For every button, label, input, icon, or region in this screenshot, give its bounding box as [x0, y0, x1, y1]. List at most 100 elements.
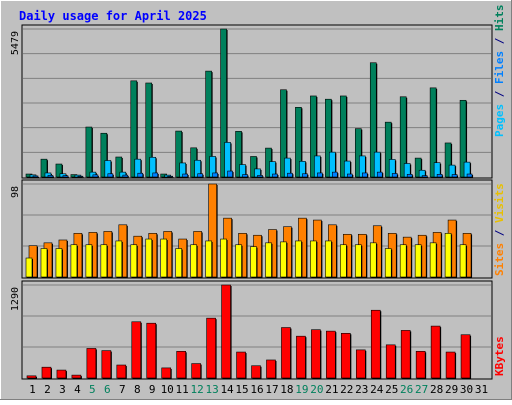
bar-sites-day-17	[265, 242, 272, 278]
bar-hits-day-3	[55, 163, 63, 178]
bar-pages-day-6	[107, 173, 114, 178]
bar-pages-day-9	[152, 172, 159, 178]
bar-pages-day-22	[347, 173, 353, 178]
bar-pages-day-16	[257, 175, 263, 178]
bar-hits-day-16	[250, 156, 257, 178]
x-tick-label: 11	[176, 383, 189, 396]
bar-hits-day-15	[235, 131, 242, 178]
bar-hits-day-6	[100, 132, 108, 178]
bar-sites-day-8	[130, 244, 138, 278]
bar-hits-day-5	[85, 126, 93, 178]
bar-pages-day-21	[332, 171, 338, 178]
bar-sites-day-2	[40, 248, 48, 278]
bar-kbytes-day-23	[355, 349, 366, 379]
x-tick-label: 17	[265, 383, 278, 396]
bar-kbytes-day-13	[206, 317, 216, 379]
chart-title: Daily usage for April 2025	[19, 9, 207, 23]
bar-sites-day-27	[414, 244, 422, 278]
x-tick-label: 21	[325, 383, 338, 396]
bar-hits-day-7	[115, 156, 123, 178]
bar-hits-day-8	[130, 80, 138, 178]
bar-kbytes-day-7	[116, 364, 127, 379]
bar-pages-day-23	[361, 172, 368, 178]
panel-visits-sites: 98	[10, 179, 493, 279]
x-tick-label: 18	[280, 383, 293, 396]
x-tick-label: 30	[460, 383, 473, 396]
bar-hits-day-19	[295, 107, 302, 178]
x-tick-label: 15	[235, 383, 248, 396]
bar-kbytes-day-1	[26, 375, 37, 379]
bar-kbytes-day-25	[385, 344, 396, 379]
bar-kbytes-day-26	[400, 330, 411, 379]
right-label-part: /	[493, 31, 506, 51]
x-axis-labels: 1 2 3 4 5 6 7 8 9 10 11 12 13 14 15 16 17 18 19 20 21 22 23 24 2…	[29, 383, 488, 396]
bar-pages-day-14	[227, 170, 233, 178]
right-label-part: Files	[493, 51, 506, 84]
bar-pages-day-20	[317, 172, 323, 178]
bar-kbytes-day-27	[415, 351, 426, 379]
bar-sites-day-28	[429, 242, 437, 278]
bar-pages-day-1-shadow	[34, 176, 39, 178]
bar-kbytes-day-22	[341, 333, 351, 379]
bar-sites-day-3	[55, 248, 63, 278]
x-tick-label: 19	[295, 383, 308, 396]
right-label-part: Pages	[493, 104, 506, 137]
bar-kbytes-day-30	[460, 334, 471, 379]
bar-sites-day-16	[250, 246, 257, 278]
x-tick-label: 6	[104, 383, 111, 396]
x-tick-label: 12	[191, 383, 204, 396]
bar-sites-day-5	[85, 244, 93, 278]
bar-pages-day-18	[287, 172, 293, 178]
bar-sites-day-13	[205, 240, 212, 278]
bar-kbytes-day-20	[311, 329, 321, 379]
bar-pages-day-15	[242, 174, 248, 178]
bar-kbytes-day-5	[86, 348, 97, 379]
bar-pages-day-10-shadow	[168, 177, 174, 178]
bar-sites-day-18	[280, 241, 287, 278]
bar-hits-day-2	[40, 158, 48, 178]
bar-sites-day-1	[25, 257, 33, 278]
bar-pages-day-24	[376, 171, 383, 178]
bar-kbytes-day-14	[221, 284, 231, 379]
bar-hits-day-25	[384, 121, 392, 178]
x-tick-label: 20	[310, 383, 323, 396]
bar-hits-day-29	[444, 142, 452, 178]
right-label-part: /	[493, 223, 506, 243]
bar-sites-day-10	[160, 238, 168, 278]
bar-sites-day-21	[325, 240, 332, 278]
bar-kbytes-day-8	[131, 321, 142, 379]
bar-pages-day-27	[421, 175, 428, 178]
bar-kbytes-day-10	[161, 367, 172, 379]
bar-pages-day-1	[32, 175, 39, 178]
bar-hits-day-22	[340, 95, 347, 178]
x-tick-label: 5	[89, 383, 96, 396]
bar-hits-day-13	[205, 70, 212, 178]
bar-kbytes-day-6	[101, 350, 112, 379]
max-label-visits-sites: 98	[10, 186, 21, 198]
right-label-middle: Sites / Visits	[493, 183, 506, 276]
bar-sites-day-11	[175, 248, 182, 278]
bar-sites-day-30	[459, 244, 467, 278]
bar-pages-day-12	[197, 173, 203, 178]
bar-pages-day-11	[182, 173, 188, 178]
bar-sites-day-6	[100, 244, 108, 278]
x-tick-label: 1	[29, 383, 36, 396]
bar-pages-day-4	[77, 175, 84, 178]
bar-sites-day-22	[340, 244, 347, 278]
bar-pages-day-13	[212, 172, 218, 178]
x-tick-label: 24	[370, 383, 384, 396]
bar-kbytes-day-12	[191, 363, 201, 379]
bar-kbytes-day-11	[176, 351, 186, 379]
panel-hits-files-pages: 5479	[10, 24, 493, 179]
bar-hits-day-23	[354, 128, 362, 178]
bar-hits-day-11	[175, 130, 182, 178]
bar-kbytes-day-19	[296, 335, 306, 379]
bar-hits-day-26	[399, 96, 407, 178]
bar-pages-day-29	[451, 174, 458, 178]
panel-frame-kbytes	[21, 280, 493, 380]
bar-hits-day-24	[369, 62, 377, 178]
right-label-part: /	[493, 84, 506, 104]
bar-pages-day-8	[137, 172, 144, 178]
bar-kbytes-day-9	[146, 322, 157, 379]
